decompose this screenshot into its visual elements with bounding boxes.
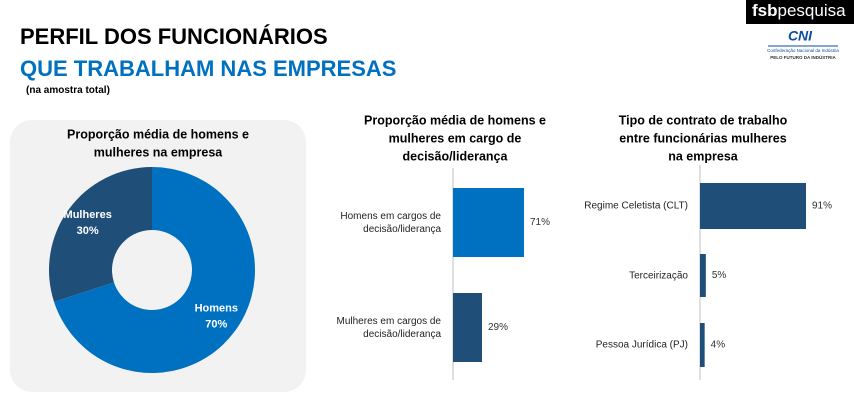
title-line1: PERFIL DOS FUNCIONÁRIOS (20, 24, 328, 49)
value-label: 5% (712, 270, 727, 281)
donut-slice (49, 167, 152, 302)
category-label: Mulheres em cargos de decisão/liderança (336, 315, 442, 340)
brand: fsbpesquisa (752, 1, 846, 20)
chart-title: na empresa (668, 149, 739, 163)
slice-label: Homens (195, 303, 238, 315)
chart-title: mulheres em cargo de (389, 131, 522, 145)
chart-title: Tipo de contrato de trabalho (619, 113, 788, 127)
chart-title: decisão/liderança (403, 149, 509, 163)
bar (453, 293, 482, 362)
title-line2: QUE TRABALHAM NAS EMPRESAS (20, 56, 397, 81)
value-label: 91% (812, 201, 832, 212)
donut-slice (54, 167, 256, 374)
bar (453, 188, 524, 257)
category-label: Homens em cargos de decisão/liderança (340, 210, 441, 235)
value-label: 29% (488, 322, 508, 333)
cni-logo: CNI (788, 28, 813, 44)
bar (700, 183, 806, 229)
chart-title: mulheres na empresa (94, 145, 224, 159)
chart-title: Proporção média de homens e (364, 113, 546, 127)
category-label: Regime Celetista (CLT) (584, 200, 688, 212)
chart-title: entre funcionárias mulheres (619, 131, 786, 145)
value-label: 71% (530, 217, 550, 228)
brand-bold: fsb (752, 1, 778, 20)
category-label: Terceirização (629, 270, 688, 281)
bar (700, 254, 706, 297)
note: (na amostra total) (26, 85, 110, 96)
brand-box (746, 0, 854, 24)
category-label: Pessoa Jurídica (PJ) (595, 339, 688, 351)
slice-label: Mulheres (64, 209, 112, 221)
bar (700, 323, 705, 367)
cni-tagline: PELO FUTURO DA INDÚSTRIA (770, 54, 836, 60)
value-label: 4% (711, 340, 726, 351)
chart-title: Proporção média de homens e (67, 127, 249, 141)
brand-light: pesquisa (778, 1, 847, 20)
slice-value: 30% (77, 225, 99, 237)
slice-value: 70% (205, 319, 227, 331)
cni-name: Confederação Nacional da Indústria (767, 48, 839, 53)
